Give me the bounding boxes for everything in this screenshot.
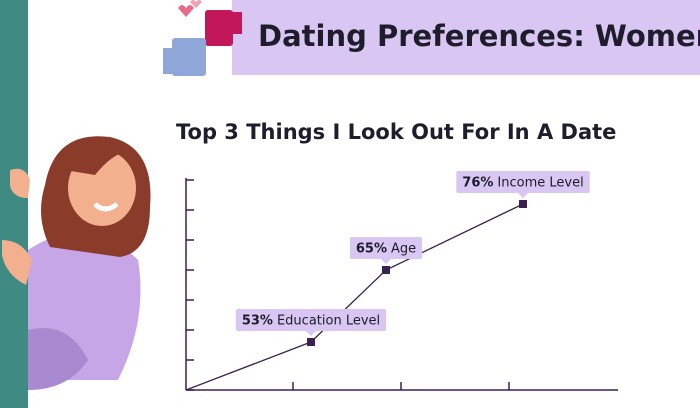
label-box (235, 309, 387, 331)
data-label: 53% Education Level (235, 309, 387, 336)
data-point (307, 338, 315, 346)
category-label: Income Level (497, 176, 583, 191)
label-pointer (381, 259, 391, 264)
data-point (382, 266, 390, 274)
label-box (456, 171, 590, 193)
category-label: Education Level (277, 314, 380, 329)
label-box (349, 237, 423, 259)
label-pointer (306, 331, 316, 336)
value-label: 65% (356, 242, 387, 257)
data-point (519, 200, 527, 208)
label-pointer (518, 193, 528, 198)
value-label: 53% (242, 314, 273, 329)
chart-title: Top 3 Things I Look Out For In A Date (176, 120, 616, 144)
woman-illustration (2, 136, 151, 390)
data-label: 76% Income Level (456, 171, 590, 198)
header-title: Dating Preferences: Women (258, 19, 700, 53)
line-lead (185, 341, 312, 391)
category-label: Age (391, 242, 416, 257)
header-banner (232, 0, 700, 75)
thumbs-icon (163, 0, 242, 76)
side-bar (0, 0, 28, 408)
value-label: 76% (462, 176, 493, 191)
data-label: 65% Age (349, 237, 423, 264)
